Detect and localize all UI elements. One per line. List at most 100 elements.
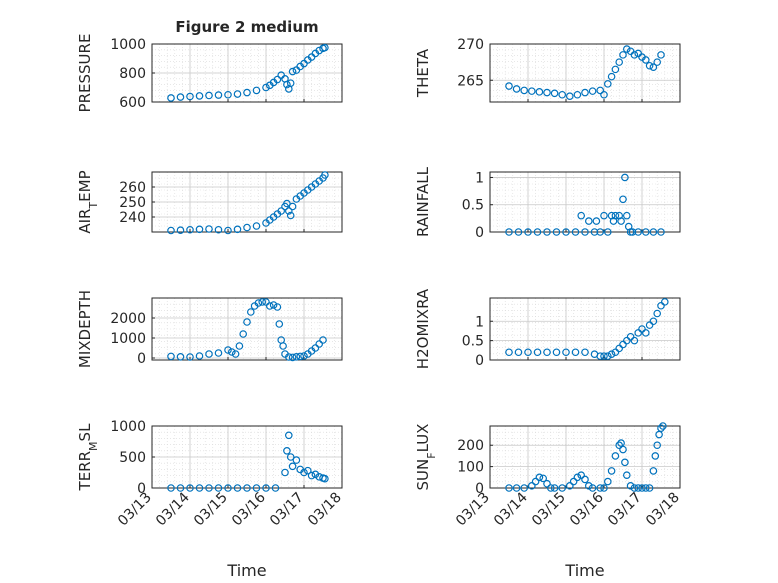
data-point [535,473,544,482]
y-tick-label: 260 [119,180,146,196]
data-point [176,352,185,361]
data-point [303,466,312,475]
data-point [600,211,608,220]
data-point [603,477,612,486]
data-point [233,484,242,492]
data-point [262,298,270,306]
data-point [505,484,513,492]
axes-box [151,297,343,361]
data-point [550,484,559,492]
data-point [520,484,529,492]
data-point [552,348,561,357]
x-tick-label: 03/15 [191,490,231,530]
subplot-2: 265 270 THETA [414,37,681,103]
data-point [653,309,662,318]
y-axis-label: RAINFALL [414,166,432,237]
data-point [195,352,204,360]
data-point [167,484,175,492]
data-point [603,228,612,236]
figure-title: Figure 2 medium [175,18,318,36]
y-axis-label: TERRMSL [76,423,100,492]
data-point [283,446,291,455]
data-point [657,228,665,236]
data-point [584,217,593,225]
data-point [283,199,291,208]
data-point [621,458,629,467]
axes-background [490,172,680,232]
data-point [527,482,536,490]
data-point [645,61,654,70]
data-point [321,474,329,483]
data-point [239,330,248,338]
data-point [514,348,523,357]
data-point [307,471,316,480]
data-point [630,51,639,59]
x-axis-label: Time [564,561,604,580]
data-point [657,51,665,59]
data-point [265,302,274,310]
data-point [596,484,605,492]
y-tick-label: 500 [119,450,146,466]
y-tick-label: 270 [457,37,484,53]
data-point [611,65,620,74]
data-point [284,353,293,361]
axes-background [490,44,680,102]
x-tick-label: 03/18 [643,490,683,530]
data-point [577,211,586,220]
data-point [581,88,589,97]
x-tick-label: 03/16 [567,489,607,529]
data-point [660,298,669,306]
data-point [286,453,295,461]
y-tick-label: 800 [119,66,146,82]
y-axis-label: THETA [414,48,432,98]
data-point [581,348,589,357]
data-point [543,348,551,357]
data-point [277,207,286,215]
data-point [638,484,646,492]
data-point [565,92,574,101]
data-point [619,51,627,59]
data-point [649,467,658,475]
data-point [622,45,631,53]
data-point [543,88,551,97]
data-point [288,202,297,211]
data-point [186,484,194,492]
data-point [590,228,599,236]
data-point [512,85,521,93]
y-tick-label: 250 [119,195,146,211]
data-point [195,484,204,492]
data-point [315,46,324,55]
data-point [649,317,658,326]
data-point [571,228,580,236]
data-point [273,303,282,311]
data-point [321,43,329,52]
data-point [243,88,251,97]
axes-box [489,425,681,489]
data-point [514,228,523,236]
x-axis-label: Time [226,561,266,580]
data-point [505,228,513,236]
data-point [205,225,213,233]
data-point [167,352,175,361]
y-tick-label: 2000 [110,311,146,327]
data-point [311,470,320,479]
y-axis-label: MIXDEPTH [76,290,94,368]
data-point [300,468,308,477]
data-point [581,475,589,484]
data-point [288,353,297,362]
data-point [607,72,616,81]
data-point [243,223,251,232]
data-point [275,320,284,328]
data-point [176,484,185,492]
data-point [657,301,665,310]
data-point [214,91,223,99]
data-point [600,484,608,492]
data-point [607,350,616,358]
data-point [653,58,662,66]
data-point [651,452,660,460]
y-tick-label: 1 [475,314,484,330]
y-tick-label: 600 [119,95,146,111]
y-tick-label: 1000 [110,37,146,53]
